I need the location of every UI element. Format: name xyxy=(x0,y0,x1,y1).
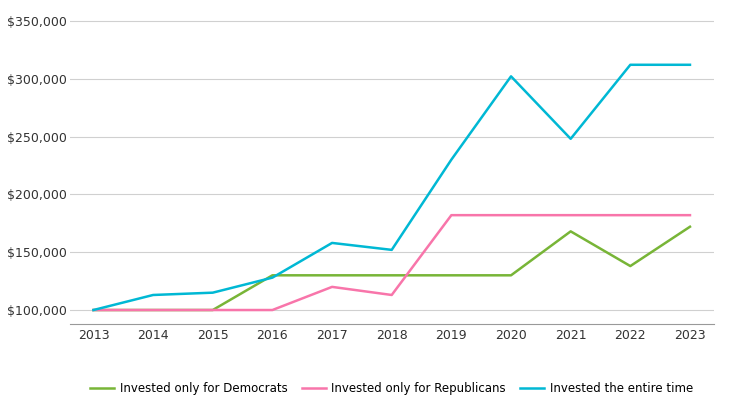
Invested only for Republicans xyxy=(268,308,277,312)
Legend: Invested only for Democrats, Invested only for Republicans, Invested the entire : Invested only for Democrats, Invested on… xyxy=(86,377,698,395)
Invested only for Republicans xyxy=(89,308,98,312)
Line: Invested the entire time: Invested the entire time xyxy=(93,65,690,310)
Invested only for Democrats xyxy=(89,308,98,312)
Invested only for Democrats xyxy=(328,273,337,278)
Invested only for Democrats xyxy=(447,273,456,278)
Invested only for Democrats xyxy=(149,308,158,312)
Invested only for Democrats xyxy=(685,224,694,229)
Invested the entire time xyxy=(268,275,277,280)
Invested the entire time xyxy=(566,136,575,141)
Invested only for Democrats xyxy=(387,273,396,278)
Line: Invested only for Republicans: Invested only for Republicans xyxy=(93,215,690,310)
Invested only for Democrats xyxy=(626,264,635,269)
Invested only for Democrats xyxy=(507,273,516,278)
Invested the entire time xyxy=(685,62,694,67)
Invested only for Republicans xyxy=(566,213,575,218)
Invested only for Republicans xyxy=(507,213,516,218)
Invested the entire time xyxy=(209,290,218,295)
Invested only for Democrats xyxy=(268,273,277,278)
Invested the entire time xyxy=(626,62,635,67)
Invested only for Democrats xyxy=(209,308,218,312)
Invested only for Republicans xyxy=(209,308,218,312)
Line: Invested only for Democrats: Invested only for Democrats xyxy=(93,227,690,310)
Invested only for Democrats xyxy=(566,229,575,234)
Invested the entire time xyxy=(149,293,158,297)
Invested the entire time xyxy=(447,157,456,162)
Invested the entire time xyxy=(328,241,337,245)
Invested only for Republicans xyxy=(626,213,635,218)
Invested only for Republicans xyxy=(685,213,694,218)
Invested only for Republicans xyxy=(328,284,337,289)
Invested only for Republicans xyxy=(447,213,456,218)
Invested only for Republicans xyxy=(387,293,396,297)
Invested the entire time xyxy=(89,308,98,312)
Invested the entire time xyxy=(387,248,396,252)
Invested the entire time xyxy=(507,74,516,79)
Invested only for Republicans xyxy=(149,308,158,312)
